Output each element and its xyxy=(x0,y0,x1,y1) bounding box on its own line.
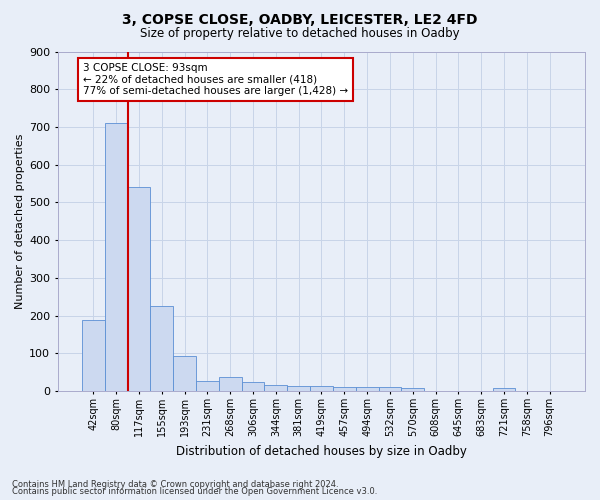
Bar xyxy=(219,378,242,391)
Text: Contains HM Land Registry data © Crown copyright and database right 2024.: Contains HM Land Registry data © Crown c… xyxy=(12,480,338,489)
X-axis label: Distribution of detached houses by size in Oadby: Distribution of detached houses by size … xyxy=(176,444,467,458)
Y-axis label: Number of detached properties: Number of detached properties xyxy=(15,134,25,309)
Bar xyxy=(82,320,105,391)
Bar xyxy=(356,387,379,391)
Bar xyxy=(493,388,515,391)
Bar xyxy=(196,380,219,391)
Bar xyxy=(173,356,196,391)
Bar xyxy=(333,386,356,391)
Text: 3 COPSE CLOSE: 93sqm
← 22% of detached houses are smaller (418)
77% of semi-deta: 3 COPSE CLOSE: 93sqm ← 22% of detached h… xyxy=(83,63,348,96)
Bar xyxy=(265,385,287,391)
Bar xyxy=(242,382,265,391)
Bar xyxy=(128,188,151,391)
Text: Contains public sector information licensed under the Open Government Licence v3: Contains public sector information licen… xyxy=(12,487,377,496)
Bar xyxy=(287,386,310,391)
Bar xyxy=(310,386,333,391)
Bar xyxy=(379,388,401,391)
Text: 3, COPSE CLOSE, OADBY, LEICESTER, LE2 4FD: 3, COPSE CLOSE, OADBY, LEICESTER, LE2 4F… xyxy=(122,12,478,26)
Bar xyxy=(151,306,173,391)
Text: Size of property relative to detached houses in Oadby: Size of property relative to detached ho… xyxy=(140,28,460,40)
Bar xyxy=(401,388,424,391)
Bar xyxy=(105,123,128,391)
